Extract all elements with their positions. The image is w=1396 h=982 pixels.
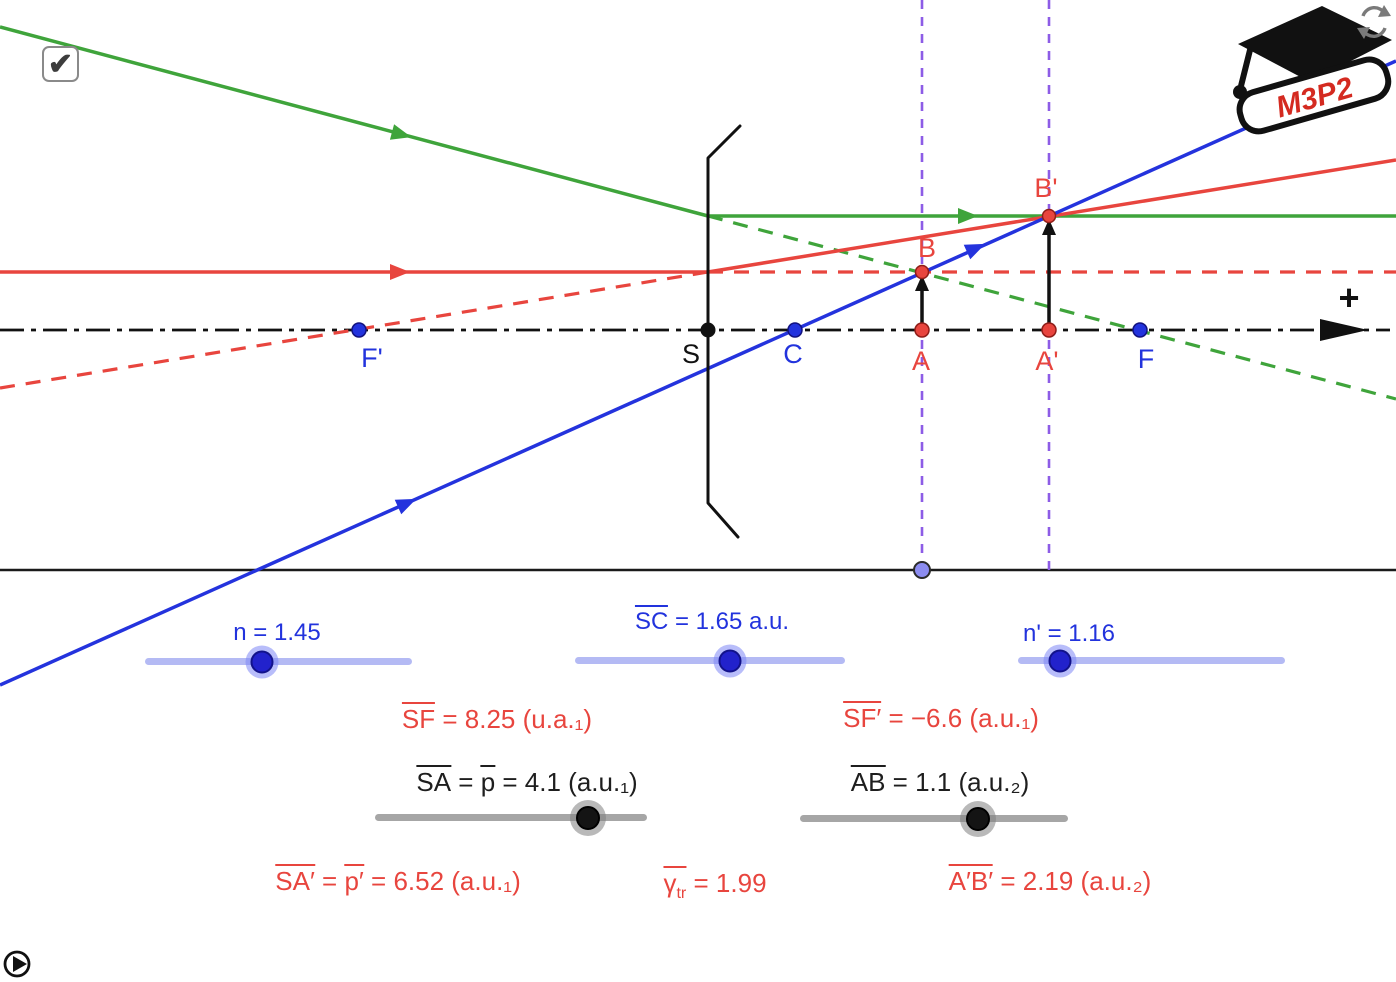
ab-slider-label: AB = 1.1 (a.u.₂) [850,765,1030,797]
n-prime-slider[interactable] [1018,649,1285,672]
label-B-prime: B' [1034,173,1057,203]
point-F-prime [351,322,367,338]
point-B [914,264,930,280]
a-prime-b-prime-readout: A′B′ = 2.19 (a.u.₂) [948,864,1152,896]
sf-prime-readout: SF′ = −6.6 (a.u.₁) [843,701,1039,733]
ab-slider[interactable] [800,806,1068,831]
label-A-prime: A' [1035,346,1058,376]
blue-ray-arrowhead-upper [963,243,986,260]
sc-slider[interactable] [575,649,845,672]
gamma-readout: γtr = 1.99 [663,866,767,903]
n-prime-slider-label: n' = 1.16 [1023,620,1115,647]
point-F [1132,322,1148,338]
green-incident-ray [0,25,709,218]
green-virtual-extension-ray [707,214,1396,401]
label-A: A [912,346,930,376]
sa-slider-knob[interactable] [576,805,600,830]
image-arrowhead [1042,219,1056,235]
blue-ray-arrowhead-lower [394,498,417,515]
sc-slider-knob[interactable] [718,649,742,672]
n-slider-knob[interactable] [250,650,274,673]
green-ray-arrowhead [389,124,412,140]
object-arrowhead [915,275,929,291]
logo-mortarboard [1238,6,1392,82]
point-C [787,322,803,338]
ground-handle-point[interactable] [913,561,931,579]
positive-direction-sign: + [1338,277,1359,318]
n-slider[interactable] [145,650,412,673]
play-button[interactable] [3,950,31,978]
blue-chief-ray [0,59,1396,687]
label-F: F [1138,344,1155,374]
point-A-prime [1041,322,1057,338]
n-slider-label: n = 1.45 [233,619,321,646]
point-A[interactable] [914,322,930,338]
logo-band: M3P2 [1236,56,1392,135]
sc-slider-label: SC = 1.65 a.u. [634,605,789,636]
ab-slider-knob[interactable] [966,806,990,831]
label-F-prime: F' [361,343,383,373]
label-S: S [682,339,700,369]
red-ray-arrowhead [390,264,410,280]
label-B: B [918,233,936,263]
point-B-prime [1041,208,1057,224]
point-S [700,322,716,338]
m3p2-logo: M3P2 [1233,6,1392,135]
sa-prime-readout: SA′ = p′ = 6.52 (a.u.₁) [275,864,521,896]
refresh-icon[interactable] [1357,5,1391,39]
green-refracted-arrowhead [958,208,978,224]
checkmark-icon: ✔ [47,47,74,81]
label-C: C [783,339,803,369]
sf-readout: SF = 8.25 (u.a.₁) [401,702,593,734]
sa-slider-label: SA = p = 4.1 (a.u.₁) [416,765,638,797]
n-prime-slider-knob[interactable] [1048,649,1072,672]
visibility-checkbox[interactable]: ✔ [42,46,79,82]
sa-slider[interactable] [375,805,647,830]
axis-direction-arrow [1320,319,1368,341]
